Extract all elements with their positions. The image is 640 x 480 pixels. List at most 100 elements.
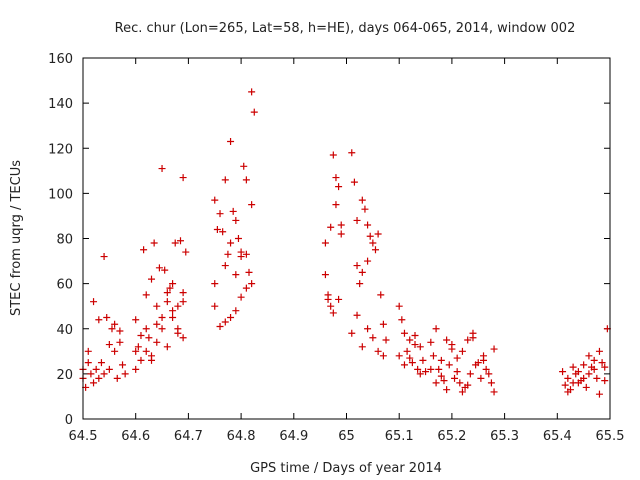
data-point bbox=[574, 379, 582, 387]
data-point bbox=[332, 201, 340, 209]
data-point bbox=[216, 210, 224, 218]
data-point bbox=[466, 370, 474, 378]
data-point bbox=[174, 302, 182, 310]
data-point bbox=[137, 356, 145, 364]
data-point bbox=[221, 262, 229, 270]
data-point bbox=[580, 361, 588, 369]
data-point bbox=[429, 352, 437, 360]
data-point bbox=[595, 390, 603, 398]
data-point bbox=[377, 291, 385, 299]
data-point bbox=[395, 352, 403, 360]
data-point bbox=[487, 379, 495, 387]
data-point bbox=[248, 201, 256, 209]
data-point bbox=[108, 325, 116, 333]
data-point bbox=[227, 137, 235, 145]
data-point bbox=[411, 341, 419, 349]
y-tick-label: 140 bbox=[48, 97, 73, 112]
data-point bbox=[335, 183, 343, 191]
data-point bbox=[148, 275, 156, 283]
data-point bbox=[142, 291, 150, 299]
data-point bbox=[148, 356, 156, 364]
data-point bbox=[211, 280, 219, 288]
data-point bbox=[440, 377, 448, 385]
data-point bbox=[361, 205, 369, 213]
data-point bbox=[432, 325, 440, 333]
x-tick-label: 65.1 bbox=[385, 429, 414, 444]
data-point bbox=[414, 365, 422, 373]
data-point bbox=[448, 341, 456, 349]
data-point bbox=[406, 336, 414, 344]
x-axis-title: GPS time / Days of year 2014 bbox=[250, 461, 442, 476]
data-point bbox=[182, 248, 190, 256]
data-point bbox=[158, 325, 166, 333]
data-point bbox=[585, 370, 593, 378]
data-point bbox=[219, 228, 227, 236]
data-point bbox=[453, 354, 461, 362]
data-point bbox=[369, 334, 377, 342]
data-point bbox=[116, 327, 124, 335]
data-point bbox=[100, 253, 108, 261]
data-point bbox=[213, 225, 221, 233]
x-tick-label: 64.7 bbox=[174, 429, 203, 444]
data-point bbox=[379, 320, 387, 328]
data-point bbox=[482, 365, 490, 373]
data-point bbox=[593, 374, 601, 382]
data-point bbox=[248, 280, 256, 288]
data-point bbox=[140, 246, 148, 254]
y-axis-title: STEC from uqrg / TECUs bbox=[9, 160, 24, 316]
data-point bbox=[111, 320, 119, 328]
data-point bbox=[358, 196, 366, 204]
data-point bbox=[358, 343, 366, 351]
data-point bbox=[474, 359, 482, 367]
data-point bbox=[95, 316, 103, 324]
x-tick-label: 64.9 bbox=[279, 429, 308, 444]
y-tick-label: 60 bbox=[56, 278, 73, 293]
data-point bbox=[477, 374, 485, 382]
data-point bbox=[142, 325, 150, 333]
data-point bbox=[132, 316, 140, 324]
x-tick-label: 65.5 bbox=[596, 429, 625, 444]
data-point bbox=[158, 165, 166, 173]
data-point bbox=[237, 253, 245, 261]
data-point bbox=[419, 356, 427, 364]
data-point bbox=[400, 361, 408, 369]
data-point bbox=[490, 345, 498, 353]
data-point bbox=[350, 178, 358, 186]
data-point bbox=[400, 329, 408, 337]
data-point bbox=[169, 307, 177, 315]
data-point bbox=[163, 343, 171, 351]
y-tick-label: 0 bbox=[65, 413, 73, 428]
data-point bbox=[580, 374, 588, 382]
y-tick-label: 100 bbox=[48, 187, 73, 202]
data-point bbox=[179, 289, 187, 297]
data-point bbox=[382, 336, 390, 344]
x-tick-label: 64.8 bbox=[227, 429, 256, 444]
data-point bbox=[408, 359, 416, 367]
data-point bbox=[337, 221, 345, 229]
data-point bbox=[364, 257, 372, 265]
data-point bbox=[601, 377, 609, 385]
data-point bbox=[92, 365, 100, 373]
data-point bbox=[364, 221, 372, 229]
data-point bbox=[232, 271, 240, 279]
data-point bbox=[90, 379, 98, 387]
data-point bbox=[221, 318, 229, 326]
data-point bbox=[395, 302, 403, 310]
data-point bbox=[113, 374, 121, 382]
axis-ticks: 64.5 64.6 64.7 64.8 64.9 65 65.1 65.2 65.3 65.4 65… bbox=[48, 52, 624, 444]
data-point bbox=[490, 388, 498, 396]
data-point bbox=[153, 302, 161, 310]
data-point bbox=[161, 266, 169, 274]
x-tick-label: 64.5 bbox=[69, 429, 98, 444]
data-point bbox=[371, 246, 379, 254]
data-point bbox=[327, 223, 335, 231]
data-point bbox=[574, 368, 582, 376]
data-point bbox=[324, 295, 332, 303]
data-point bbox=[179, 298, 187, 306]
data-point bbox=[348, 149, 356, 157]
data-point bbox=[332, 174, 340, 182]
data-point bbox=[155, 264, 163, 272]
data-point bbox=[103, 313, 111, 321]
